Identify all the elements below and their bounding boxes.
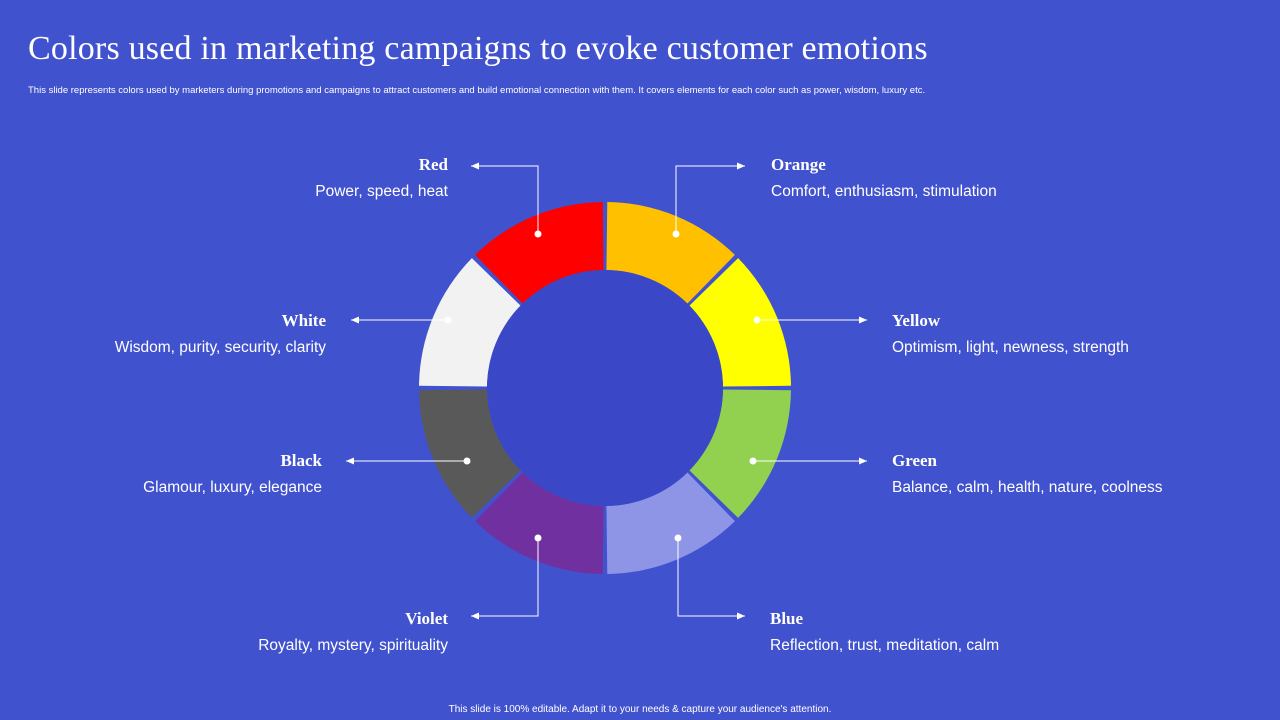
color-name-violet: Violet — [405, 609, 448, 628]
segment-orange — [606, 202, 735, 304]
color-name-blue: Blue — [770, 609, 804, 628]
label-blue: Blue Reflection, trust, meditation, calm — [770, 609, 999, 655]
color-name-green: Green — [892, 451, 938, 470]
connector-blue — [677, 538, 745, 617]
label-orange: Orange Comfort, enthusiasm, stimulation — [771, 155, 997, 201]
connector-dot-white — [444, 316, 452, 324]
color-desc-red: Power, speed, heat — [315, 183, 448, 200]
label-green: Green Balance, calm, health, nature, coo… — [892, 451, 1163, 497]
connector-dot-orange — [672, 230, 680, 238]
color-desc-orange: Comfort, enthusiasm, stimulation — [771, 183, 997, 200]
color-name-black: Black — [280, 451, 322, 470]
connector-red — [471, 165, 539, 234]
connector-violet — [471, 538, 539, 617]
connector-dot-red — [534, 230, 542, 238]
arrowhead-yellow — [859, 316, 867, 324]
segment-blue — [606, 472, 735, 574]
segment-red — [475, 202, 604, 304]
slide-subtitle: This slide represents colors used by mar… — [28, 85, 926, 96]
segment-black — [419, 389, 521, 518]
connector-orange — [675, 165, 745, 234]
segment-violet — [475, 472, 604, 574]
color-desc-violet: Royalty, mystery, spirituality — [258, 637, 448, 654]
arrowhead-red — [471, 162, 479, 170]
segment-white — [419, 258, 521, 387]
label-black: Black Glamour, luxury, elegance — [143, 451, 322, 497]
wheel-center — [487, 270, 723, 506]
arrowhead-violet — [471, 612, 479, 620]
slide-title: Colors used in marketing campaigns to ev… — [28, 30, 928, 67]
connector-dot-black — [463, 457, 471, 465]
connector-dot-blue — [674, 534, 682, 542]
color-desc-black: Glamour, luxury, elegance — [143, 479, 322, 496]
arrowhead-black — [346, 457, 354, 465]
color-desc-blue: Reflection, trust, meditation, calm — [770, 637, 1000, 654]
connector-dot-violet — [534, 534, 542, 542]
color-name-white: White — [281, 311, 326, 330]
color-desc-yellow: Optimism, light, newness, strength — [892, 339, 1129, 356]
connector-dot-yellow — [753, 316, 761, 324]
label-violet: Violet Royalty, mystery, spirituality — [258, 609, 448, 655]
color-wheel — [419, 202, 791, 574]
slide-footer: This slide is 100% editable. Adapt it to… — [448, 704, 832, 715]
label-yellow: Yellow Optimism, light, newness, strengt… — [892, 311, 1129, 357]
arrowhead-orange — [737, 162, 745, 170]
arrowhead-green — [859, 457, 867, 465]
segment-green — [689, 389, 791, 518]
color-name-red: Red — [418, 155, 448, 174]
arrowhead-white — [351, 316, 359, 324]
label-red: Red Power, speed, heat — [315, 155, 448, 201]
color-desc-green: Balance, calm, health, nature, coolness — [892, 479, 1163, 496]
label-white: White Wisdom, purity, security, clarity — [115, 311, 326, 357]
color-name-orange: Orange — [771, 155, 826, 174]
color-name-yellow: Yellow — [892, 311, 941, 330]
color-desc-white: Wisdom, purity, security, clarity — [114, 339, 326, 356]
segment-yellow — [689, 258, 791, 387]
connector-lines — [346, 162, 867, 620]
arrowhead-blue — [737, 612, 745, 620]
connector-dot-green — [749, 457, 757, 465]
